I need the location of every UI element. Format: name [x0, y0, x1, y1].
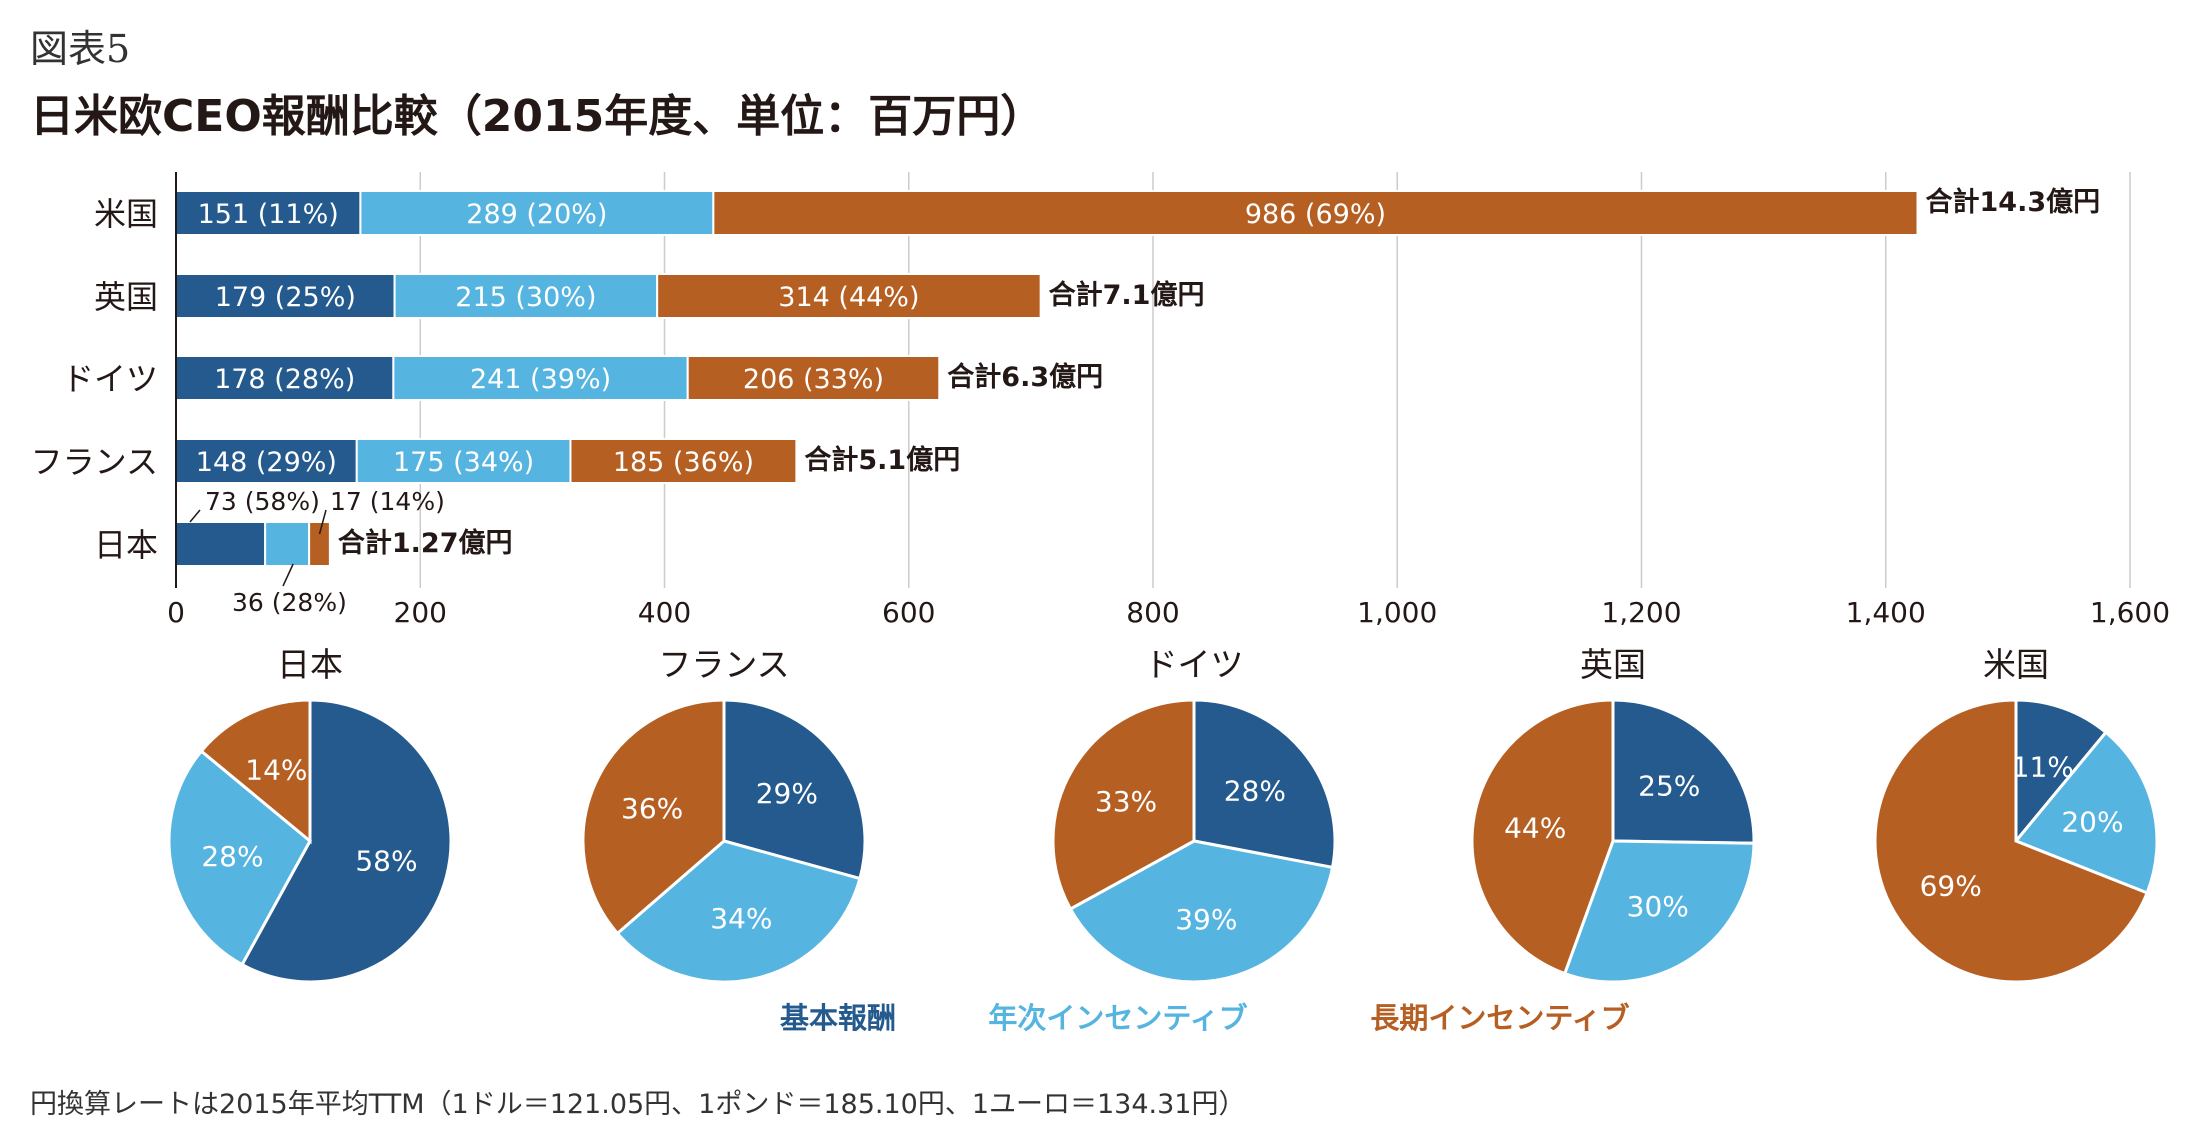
- callout-leader: [189, 509, 201, 523]
- bar-value-label: 289 (20%): [466, 199, 607, 230]
- stacked-bars: 151 (11%) 289 (20%) 986 (69%) 合計14.3億円 179 (…: [175, 186, 2101, 617]
- pie-title: 英国: [1580, 645, 1646, 684]
- pie-title: ドイツ: [1145, 645, 1244, 684]
- legend-item: 年次インセンティブ: [988, 1001, 1247, 1035]
- bar-value-label: 206 (33%): [743, 364, 884, 395]
- bar-value-label: 175 (34%): [393, 447, 534, 478]
- bar-segment: [569, 438, 798, 484]
- x-tick-label: 600: [882, 596, 935, 629]
- legend: 基本報酬 年次インセンティブ 長期インセンティブ: [780, 1001, 1630, 1035]
- bar-value-label: 148 (29%): [196, 447, 337, 478]
- callout-leader: [318, 509, 327, 535]
- x-tick-label: 800: [1126, 596, 1179, 629]
- pie-slice: [199, 698, 312, 845]
- bar-total-label: 合計7.1億円: [1049, 279, 1205, 311]
- pie-slice: [2013, 730, 2159, 895]
- x-tick-label: 1,600: [2090, 596, 2170, 629]
- pie-title: フランス: [658, 645, 789, 684]
- pie-slice-label: 28%: [201, 840, 263, 873]
- pie-slice: [581, 698, 726, 936]
- bar-segment: [175, 355, 395, 401]
- axes: 0 200 400 600 800 1,000 1,200 1,400 1,600 米国英国ドイツ…: [31, 172, 2170, 629]
- bar-total-label: 合計14.3億円: [1926, 186, 2101, 218]
- bar-value-label: 241 (39%): [470, 364, 611, 395]
- bar-total-label: 合計6.3億円: [947, 361, 1103, 393]
- x-tick-label: 200: [394, 596, 447, 629]
- bar-segment: [686, 355, 941, 401]
- pie-slice: [1611, 698, 1756, 845]
- pie-slice-label: 30%: [1627, 890, 1689, 923]
- callout-label: 17 (14%): [330, 487, 445, 516]
- bar-value-label: 185 (36%): [613, 447, 754, 478]
- pie-slice-label: 34%: [710, 902, 772, 935]
- category-label: 英国: [94, 278, 158, 316]
- x-tick-label: 400: [638, 596, 691, 629]
- legend-item: 長期インセンティブ: [1370, 1001, 1629, 1035]
- chart-title: 日米欧CEO報酬比較（2015年度、単位：百万円）: [30, 91, 1045, 142]
- pie-slice-label: 39%: [1175, 903, 1237, 936]
- pie-slice-label: 25%: [1638, 770, 1700, 803]
- bar-segment: [392, 355, 689, 401]
- pie-slice: [167, 749, 312, 967]
- pie-slice-label: 58%: [355, 845, 417, 878]
- x-tick-label: 1,400: [1846, 596, 1926, 629]
- pie-slice-label: 69%: [1920, 869, 1982, 902]
- x-tick-label: 0: [167, 596, 185, 629]
- bar-segment: [175, 521, 267, 567]
- bar-segment: [355, 438, 572, 484]
- pie-title: 米国: [1983, 645, 2049, 684]
- category-label: ドイツ: [62, 360, 158, 398]
- category-label: フランス: [31, 443, 158, 481]
- pie-slice-label: 14%: [245, 754, 307, 787]
- pie-slice: [1470, 698, 1615, 976]
- pie-slice: [1562, 839, 1756, 984]
- pie-slice-label: 44%: [1504, 811, 1566, 844]
- pie-slice-label: 20%: [2061, 805, 2123, 838]
- pie-slice: [1873, 698, 2150, 984]
- callout-leader: [282, 563, 294, 587]
- bar-value-label: 151 (11%): [198, 199, 339, 230]
- pie-slice: [615, 839, 862, 984]
- bar-value-label: 215 (30%): [455, 282, 596, 313]
- pie-slice-label: 11%: [2012, 751, 2074, 784]
- footnote: 円換算レートは2015年平均TTM（1ドル＝121.05円、1ポンド＝185.1…: [30, 1089, 1246, 1120]
- bar-value-label: 314 (44%): [778, 282, 919, 313]
- callout-label: 73 (58%): [205, 487, 320, 516]
- bar-segment: [264, 521, 311, 567]
- bar-value-label: 178 (28%): [214, 364, 355, 395]
- bar-segment: [656, 273, 1042, 319]
- bar-total-label: 合計5.1億円: [804, 444, 960, 476]
- pie-slice: [1068, 839, 1335, 984]
- x-tick-label: 1,200: [1601, 596, 1681, 629]
- pie-slice-label: 36%: [621, 792, 683, 825]
- bar-segment: [308, 521, 331, 567]
- pie-slice-label: 33%: [1095, 785, 1157, 818]
- category-label: 米国: [94, 195, 158, 233]
- pie-slice: [722, 698, 867, 881]
- figure-label: 図表5: [30, 27, 131, 71]
- bar-segment: [712, 190, 1919, 236]
- bar-value-label: 179 (25%): [215, 282, 356, 313]
- pie-slice-label: 29%: [756, 777, 818, 810]
- pie-slice: [1192, 698, 1337, 870]
- callout-label: 36 (28%): [232, 588, 347, 617]
- pie-slice-label: 28%: [1224, 775, 1286, 808]
- bar-value-label: 986 (69%): [1245, 199, 1386, 230]
- x-tick-label: 1,000: [1357, 596, 1437, 629]
- category-label: 日本: [94, 526, 158, 564]
- pie-slice: [2014, 698, 2108, 846]
- pie-charts: 日本 58% 28% 14% フランス 29% 34% 36% ドイツ 28% 39% 33% 英国 25…: [167, 645, 2159, 984]
- legend-item: 基本報酬: [780, 1001, 896, 1035]
- pie-slice: [1051, 698, 1196, 911]
- pie-slice: [240, 698, 453, 984]
- pie-title: 日本: [277, 645, 343, 684]
- bar-total-label: 合計1.27億円: [338, 527, 513, 559]
